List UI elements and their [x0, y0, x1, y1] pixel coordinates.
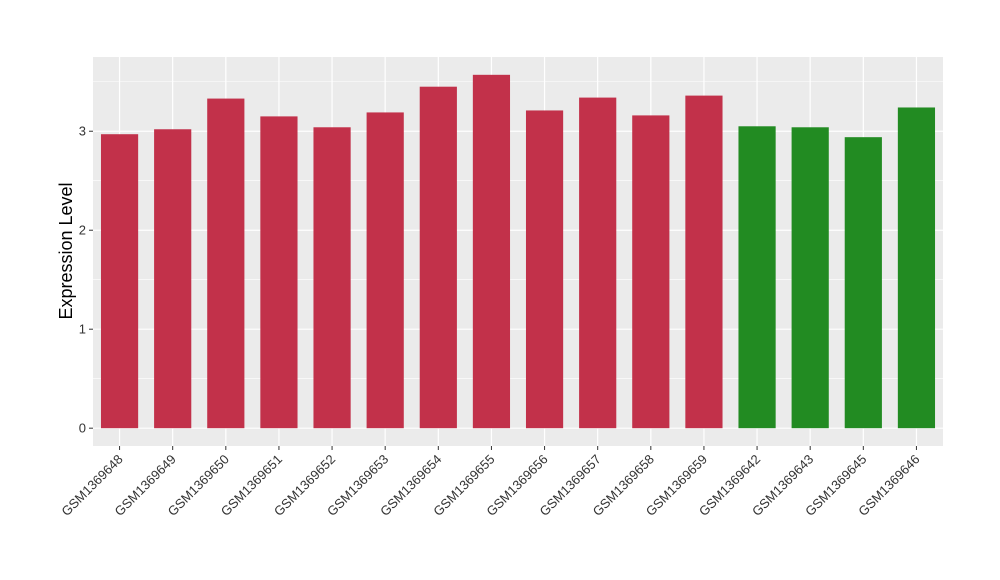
y-tick-label: 0 [79, 421, 86, 436]
bar-GSM1369659 [685, 95, 723, 429]
bar-GSM1369649 [154, 129, 192, 429]
bar-GSM1369650 [207, 98, 245, 429]
bar-GSM1369656 [525, 110, 564, 429]
y-tick-label: 3 [79, 124, 86, 139]
bar-GSM1369652 [313, 127, 351, 429]
bar-GSM1369648 [100, 134, 139, 429]
bar-GSM1369655 [472, 74, 511, 429]
bar-GSM1369645 [844, 137, 882, 429]
bar-GSM1369653 [366, 112, 404, 429]
y-tick-label: 1 [79, 322, 86, 337]
y-tick-label: 2 [79, 223, 86, 238]
bar-GSM1369654 [419, 86, 457, 429]
y-axis-label: Expression Level [56, 182, 76, 319]
bars [100, 74, 936, 429]
bar-GSM1369658 [632, 115, 670, 429]
bar-GSM1369642 [738, 126, 776, 429]
x-axis: GSM1369648GSM1369649GSM1369650GSM1369651… [58, 446, 923, 519]
bar-GSM1369657 [579, 97, 617, 429]
bar-GSM1369643 [791, 127, 829, 429]
bar-GSM1369646 [897, 107, 936, 429]
y-axis: 0 1 2 3 [79, 124, 93, 436]
bar-GSM1369651 [260, 116, 298, 429]
